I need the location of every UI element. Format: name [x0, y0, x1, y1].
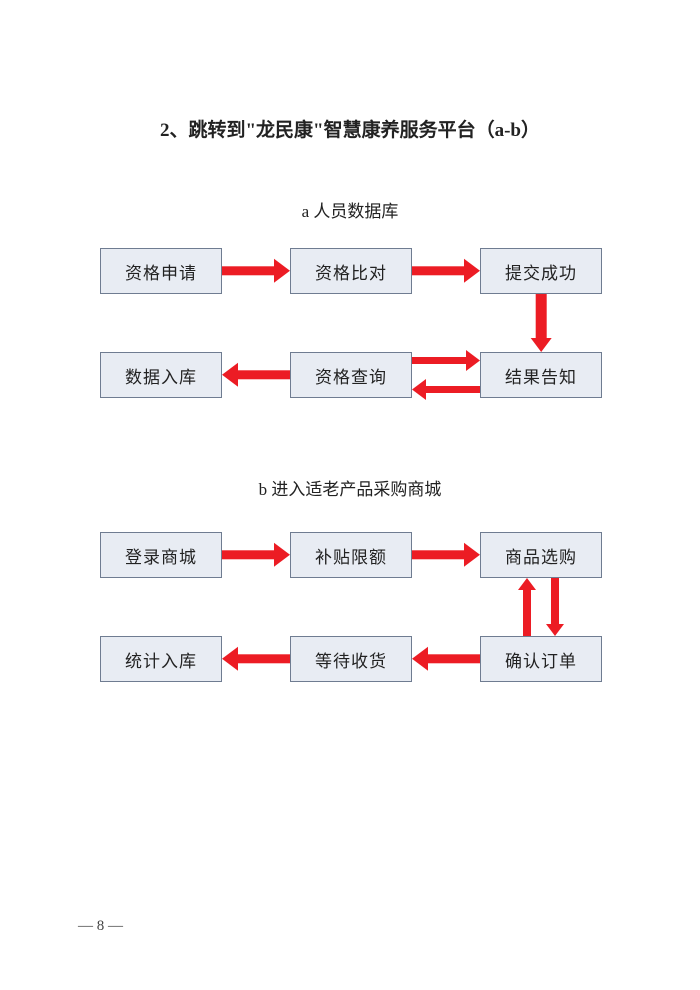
flow-arrow	[222, 646, 290, 672]
flow-node-a5: 资格查询	[290, 352, 412, 398]
flow-node-a1: 资格申请	[100, 248, 222, 294]
flow-arrow	[530, 294, 552, 352]
flow-node-a3: 提交成功	[480, 248, 602, 294]
flow-node-b5: 等待收货	[290, 636, 412, 682]
flow-arrow	[222, 362, 290, 388]
flow-node-a2: 资格比对	[290, 248, 412, 294]
flow-arrow	[412, 542, 480, 568]
flow-arrow	[222, 542, 290, 568]
flow-node-a6: 数据入库	[100, 352, 222, 398]
section-a-title: a 人员数据库	[0, 197, 700, 222]
section-b-title: b 进入适老产品采购商城	[0, 475, 700, 500]
flow-node-b3: 商品选购	[480, 532, 602, 578]
flow-arrow	[412, 258, 480, 284]
page-number: — 8 —	[78, 918, 123, 935]
flow-node-b1: 登录商城	[100, 532, 222, 578]
flow-arrow	[412, 350, 480, 371]
flow-arrow	[546, 578, 564, 636]
flow-arrow	[518, 578, 536, 636]
flow-arrow	[412, 379, 480, 400]
page: 2、跳转到"龙民康"智慧康养服务平台（a-b） a 人员数据库 b 进入适老产品…	[0, 0, 700, 990]
flow-node-a4: 结果告知	[480, 352, 602, 398]
flow-arrow	[222, 258, 290, 284]
flow-node-b6: 统计入库	[100, 636, 222, 682]
flow-arrow	[412, 646, 480, 672]
page-title: 2、跳转到"龙民康"智慧康养服务平台（a-b）	[0, 115, 700, 142]
flow-node-b4: 确认订单	[480, 636, 602, 682]
flow-node-b2: 补贴限额	[290, 532, 412, 578]
